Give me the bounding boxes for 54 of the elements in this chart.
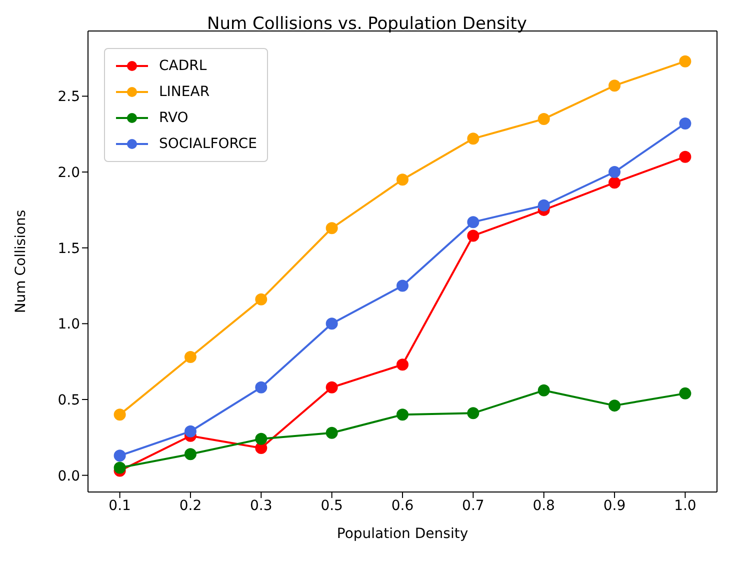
point [679, 118, 692, 130]
point [326, 426, 338, 439]
y-tick-label: 2.5 [58, 89, 80, 106]
point [396, 280, 408, 292]
point [396, 408, 408, 421]
x-axis-title: Population Density [336, 526, 468, 542]
point [467, 407, 480, 420]
point [326, 381, 338, 394]
x-tick-label: 0.7 [462, 498, 484, 514]
legend-label: LINEAR [159, 84, 210, 100]
point [255, 293, 268, 306]
point [114, 450, 126, 462]
legend-label: CADRL [159, 58, 207, 74]
point [608, 166, 621, 178]
x-tick-label: 0.8 [532, 498, 555, 514]
y-tick-label: 1.0 [58, 316, 80, 333]
point [114, 408, 126, 421]
point [608, 80, 621, 92]
legend-label: SOCIALFORCE [159, 136, 257, 152]
point [608, 176, 621, 189]
point [679, 55, 692, 68]
point [467, 132, 480, 145]
x-tick-label: 0.9 [603, 498, 626, 514]
chart-title: Num Collisions vs. Population Density [206, 14, 528, 34]
point [679, 387, 692, 400]
y-tick-label: 0.0 [58, 468, 80, 484]
point [396, 174, 408, 186]
point [255, 432, 268, 445]
legend-label: RVO [159, 110, 188, 126]
x-tick-label: 0.2 [179, 498, 202, 514]
point [114, 462, 126, 474]
point [608, 400, 621, 412]
point [184, 448, 196, 460]
point [396, 358, 408, 371]
y-tick-label: 1.5 [58, 240, 80, 257]
point [538, 384, 550, 396]
point [538, 199, 550, 212]
point [326, 222, 338, 234]
point [184, 351, 196, 364]
y-tick-label: 0.5 [58, 392, 80, 408]
y-tick-label: 2.0 [58, 165, 80, 181]
point [255, 381, 268, 394]
point [326, 318, 338, 330]
x-tick-label: 0.1 [108, 498, 131, 514]
point [679, 150, 692, 163]
point [538, 112, 550, 125]
point [467, 230, 480, 242]
x-tick-label: 0.3 [250, 498, 272, 514]
y-axis-title: Num Collisions [12, 210, 29, 314]
x-tick-label: 0.6 [391, 498, 414, 514]
point [184, 425, 196, 438]
point [467, 216, 480, 228]
x-tick-label: 1.0 [674, 498, 696, 514]
x-tick-label: 0.5 [320, 498, 343, 514]
